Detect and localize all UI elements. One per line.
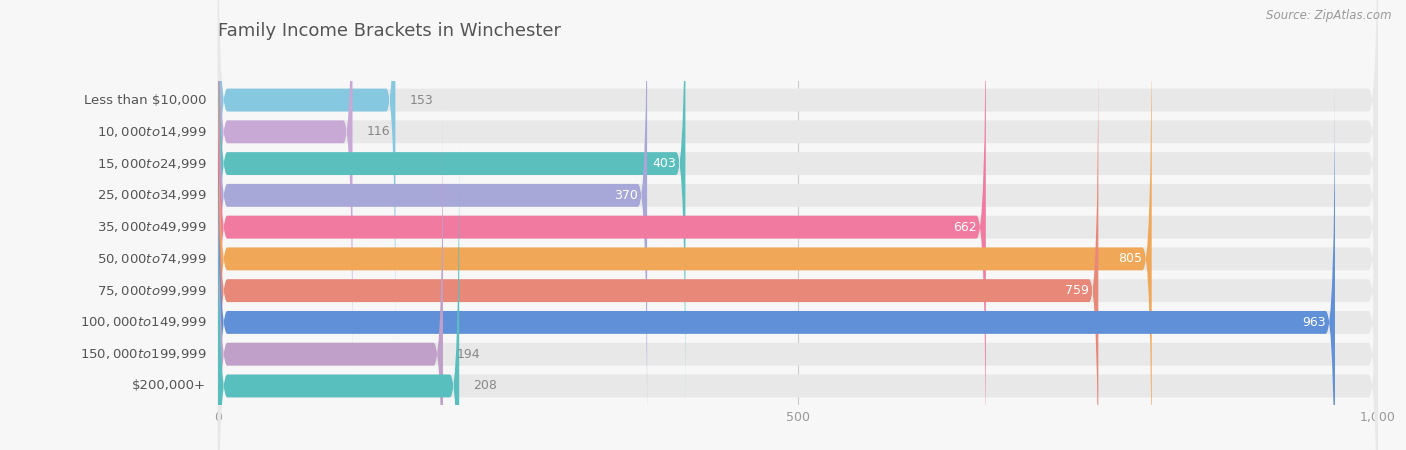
FancyBboxPatch shape [218,143,460,450]
Text: 759: 759 [1066,284,1090,297]
FancyBboxPatch shape [218,0,685,406]
Text: $25,000 to $34,999: $25,000 to $34,999 [97,189,207,202]
FancyBboxPatch shape [218,0,1378,343]
FancyBboxPatch shape [218,80,1378,450]
FancyBboxPatch shape [218,16,1378,450]
Text: Less than $10,000: Less than $10,000 [84,94,207,107]
Text: $10,000 to $14,999: $10,000 to $14,999 [97,125,207,139]
Text: 208: 208 [472,379,496,392]
Text: Family Income Brackets in Winchester: Family Income Brackets in Winchester [218,22,561,40]
Text: $100,000 to $149,999: $100,000 to $149,999 [80,315,207,329]
Text: 963: 963 [1302,316,1326,329]
Text: Source: ZipAtlas.com: Source: ZipAtlas.com [1267,9,1392,22]
FancyBboxPatch shape [218,0,1378,374]
Text: 662: 662 [953,220,977,234]
Text: 370: 370 [614,189,638,202]
Text: $200,000+: $200,000+ [132,379,207,392]
FancyBboxPatch shape [218,143,1378,450]
FancyBboxPatch shape [218,48,1098,450]
Text: 116: 116 [367,125,389,138]
Text: $50,000 to $74,999: $50,000 to $74,999 [97,252,207,266]
Text: 805: 805 [1118,252,1143,266]
Text: 194: 194 [457,348,481,361]
Text: 153: 153 [409,94,433,107]
FancyBboxPatch shape [218,0,1378,438]
Text: $150,000 to $199,999: $150,000 to $199,999 [80,347,207,361]
Text: $35,000 to $49,999: $35,000 to $49,999 [97,220,207,234]
FancyBboxPatch shape [218,0,1378,450]
Text: $15,000 to $24,999: $15,000 to $24,999 [97,157,207,171]
FancyBboxPatch shape [218,0,986,450]
FancyBboxPatch shape [218,0,395,343]
FancyBboxPatch shape [218,0,353,374]
FancyBboxPatch shape [218,112,1378,450]
Text: 403: 403 [652,157,676,170]
Text: $75,000 to $99,999: $75,000 to $99,999 [97,284,207,297]
FancyBboxPatch shape [218,48,1378,450]
FancyBboxPatch shape [218,80,1334,450]
FancyBboxPatch shape [218,0,1378,406]
FancyBboxPatch shape [218,0,647,438]
FancyBboxPatch shape [218,112,443,450]
FancyBboxPatch shape [218,16,1152,450]
